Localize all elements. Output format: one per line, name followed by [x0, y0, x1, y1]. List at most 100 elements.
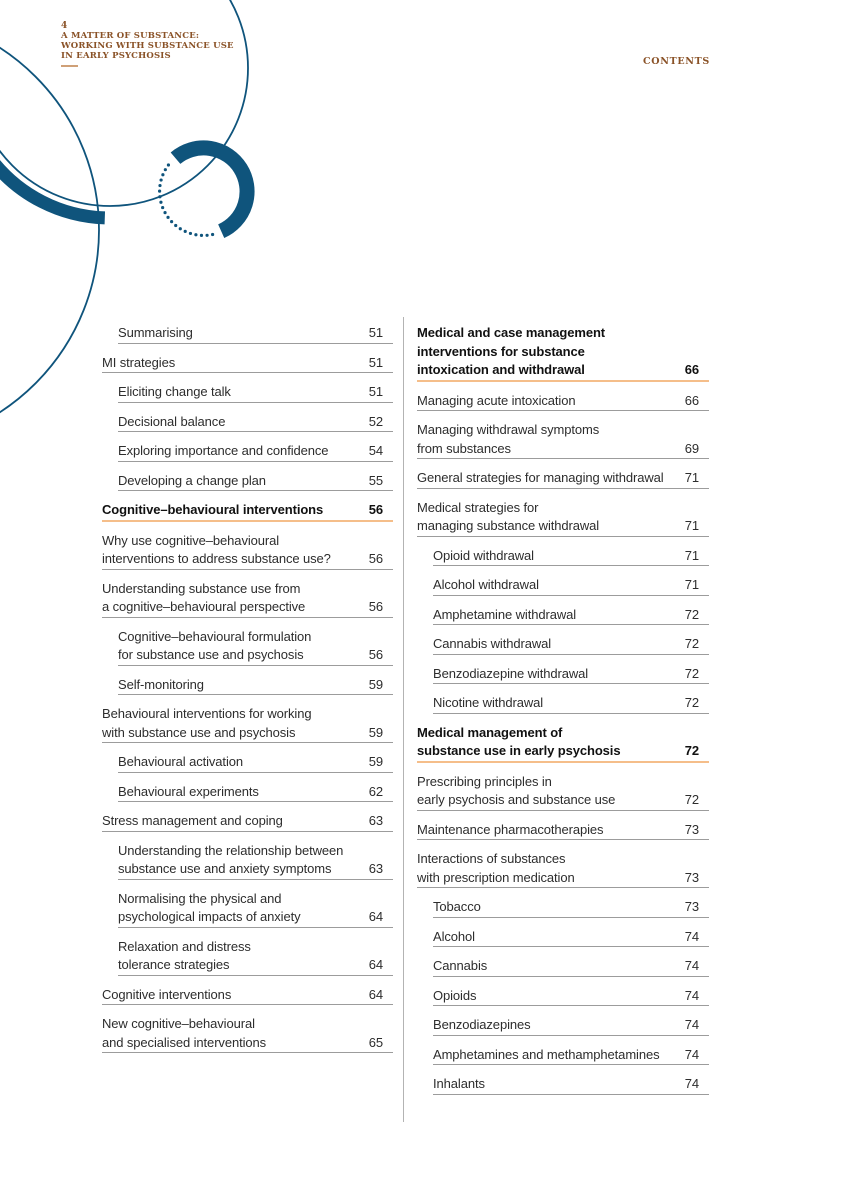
- toc-entry-page-number: 72: [684, 743, 699, 758]
- running-title-line-1: A MATTER OF SUBSTANCE:: [61, 31, 200, 41]
- toc-entry-page-number: 55: [368, 472, 383, 488]
- toc-entry-title: Understanding substance use from a cognit…: [102, 580, 306, 615]
- toc-entry[interactable]: Opioid withdrawal 71: [433, 547, 709, 566]
- toc-entry[interactable]: Tobacco 73: [433, 898, 709, 918]
- contents-section-label: CONTENTS: [642, 56, 710, 67]
- toc-entry-page-number: 74: [684, 1046, 699, 1062]
- toc-entry[interactable]: Managing withdrawal symptoms from substan…: [417, 421, 709, 459]
- toc-entry-page-number: 65: [368, 1034, 383, 1050]
- toc-entry-title: Maintenance pharmacotherapies: [417, 821, 604, 837]
- toc-entry-title: Developing a change plan: [118, 472, 266, 488]
- toc-entry-page-number: 66: [684, 392, 699, 408]
- toc-entry-page-number: 69: [684, 440, 699, 456]
- toc-entry-title: Medical management of substance use in ea…: [417, 724, 621, 759]
- toc-entry[interactable]: Behavioural activation 59: [118, 753, 393, 773]
- toc-entry-page-number: 56: [368, 502, 383, 517]
- toc-entry-page-number: 72: [684, 606, 699, 622]
- dotted-ring-arc: [158, 160, 215, 237]
- toc-entry[interactable]: Benzodiazepine withdrawal 72: [433, 665, 709, 684]
- toc-entry-page-number: 71: [684, 577, 699, 592]
- toc-entry-title: Benzodiazepines: [433, 1017, 531, 1032]
- thick-arc-band: [0, 159, 106, 225]
- toc-entry[interactable]: Self-monitoring 59: [118, 676, 393, 695]
- toc-entry-page-number: 74: [684, 958, 699, 973]
- toc-entry[interactable]: Cannabis 74: [433, 957, 709, 977]
- toc-entry[interactable]: Why use cognitive–behavioural interventio…: [102, 532, 393, 570]
- toc-column-left: Summarising 51 MI strategies 51 Eliciting ch…: [102, 324, 393, 1063]
- toc-entry-page-number: 56: [368, 599, 383, 614]
- toc-entry-title: Cannabis withdrawal: [433, 636, 552, 651]
- toc-entry-page-number: 74: [684, 1076, 699, 1091]
- title-underline-rule: [61, 65, 78, 67]
- toc-entry-title: Prescribing principles in early psychosis…: [417, 773, 616, 808]
- toc-entry-title: Cognitive–behavioural formulation for sub…: [118, 628, 312, 663]
- toc-entry-page-number: 71: [684, 547, 699, 563]
- toc-entry[interactable]: Summarising 51: [118, 324, 393, 344]
- toc-entry[interactable]: Cannabis withdrawal 72: [433, 635, 709, 655]
- toc-entry-page-number: 63: [368, 861, 383, 876]
- toc-entry[interactable]: Inhalants 74: [433, 1075, 709, 1095]
- toc-entry[interactable]: Exploring importance and confidence 54: [118, 442, 393, 462]
- column-divider-rule: [403, 317, 404, 1122]
- toc-entry-page-number: 72: [684, 665, 699, 681]
- toc-entry[interactable]: General strategies for managing withdraw…: [417, 469, 709, 489]
- toc-entry-title: MI strategies: [102, 354, 176, 370]
- toc-entry[interactable]: Normalising the physical and psychologica…: [118, 890, 393, 928]
- toc-entry-page-number: 51: [368, 325, 383, 340]
- toc-entry[interactable]: Amphetamines and methamphetamines 74: [433, 1046, 709, 1065]
- toc-entry[interactable]: Understanding substance use from a cognit…: [102, 580, 393, 618]
- page-number: 4: [61, 21, 68, 31]
- toc-entry-page-number: 51: [368, 354, 383, 370]
- toc-section-heading[interactable]: Medical management of substance use in ea…: [417, 724, 709, 763]
- toc-entry-page-number: 51: [368, 384, 383, 399]
- toc-entry[interactable]: Alcohol 74: [433, 928, 709, 947]
- toc-entry[interactable]: Maintenance pharmacotherapies 73: [417, 821, 709, 840]
- toc-entry-page-number: 72: [684, 636, 699, 651]
- toc-entry-page-number: 73: [684, 869, 699, 885]
- toc-section-heading[interactable]: Cognitive–behavioural interventions 56: [102, 501, 393, 522]
- toc-entry[interactable]: Opioids 74: [433, 987, 709, 1006]
- toc-entry[interactable]: Interactions of substances with prescript…: [417, 850, 709, 888]
- toc-entry-title: Medical strategies for managing substance…: [417, 499, 600, 534]
- toc-entry[interactable]: MI strategies 51: [102, 354, 393, 373]
- toc-entry[interactable]: Nicotine withdrawal 72: [433, 694, 709, 714]
- toc-entry[interactable]: Eliciting change talk 51: [118, 383, 393, 403]
- toc-entry[interactable]: Prescribing principles in early psychosis…: [417, 773, 709, 811]
- toc-entry-page-number: 54: [368, 443, 383, 458]
- toc-entry[interactable]: Cognitive–behavioural formulation for sub…: [118, 628, 393, 666]
- toc-entry[interactable]: Stress management and coping 63: [102, 812, 393, 832]
- toc-entry-page-number: 64: [368, 909, 383, 924]
- toc-entry-page-number: 73: [684, 899, 699, 914]
- toc-entry-title: Inhalants: [433, 1076, 485, 1091]
- toc-entry[interactable]: Managing acute intoxication 66: [417, 392, 709, 411]
- toc-entry-title: Normalising the physical and psychologica…: [118, 890, 301, 925]
- toc-entry[interactable]: Medical strategies for managing substance…: [417, 499, 709, 537]
- toc-entry[interactable]: Developing a change plan 55: [118, 472, 393, 491]
- toc-entry[interactable]: Amphetamine withdrawal 72: [433, 606, 709, 625]
- toc-entry[interactable]: Decisional balance 52: [118, 413, 393, 432]
- toc-entry[interactable]: Behavioural interventions for working wit…: [102, 705, 393, 743]
- toc-entry-page-number: 74: [684, 928, 699, 944]
- toc-entry[interactable]: Cognitive interventions 64: [102, 986, 393, 1005]
- toc-entry[interactable]: Alcohol withdrawal 71: [433, 576, 709, 596]
- toc-entry[interactable]: Relaxation and distress tolerance strateg…: [118, 938, 393, 976]
- thin-circle-left: [0, 46, 100, 414]
- running-title-line-3: IN EARLY PSYCHOSIS: [61, 51, 171, 61]
- toc-entry-title: Behavioural activation: [118, 754, 243, 769]
- toc-entry-page-number: 72: [684, 792, 699, 807]
- toc-entry-page-number: 56: [368, 551, 383, 566]
- toc-entry-page-number: 64: [368, 957, 383, 972]
- toc-entry-title: Relaxation and distress tolerance strateg…: [118, 938, 251, 973]
- toc-section-heading[interactable]: Medical and case management interventions…: [417, 324, 709, 382]
- solid-ring-arc: [170, 140, 255, 239]
- running-title-line-2: WORKING WITH SUBSTANCE USE: [61, 41, 234, 51]
- toc-entry[interactable]: New cognitive–behavioural and specialised…: [102, 1015, 393, 1053]
- toc-entry[interactable]: Benzodiazepines 74: [433, 1016, 709, 1036]
- toc-entry-title: Exploring importance and confidence: [118, 443, 329, 458]
- toc-entry-title: Amphetamines and methamphetamines: [433, 1046, 660, 1062]
- toc-entry[interactable]: Behavioural experiments 62: [118, 783, 393, 802]
- toc-entry[interactable]: Understanding the relationship between su…: [118, 842, 393, 880]
- toc-entry-page-number: 59: [368, 676, 383, 692]
- toc-entry-page-number: 74: [684, 1017, 699, 1032]
- toc-entry-page-number: 66: [684, 362, 699, 377]
